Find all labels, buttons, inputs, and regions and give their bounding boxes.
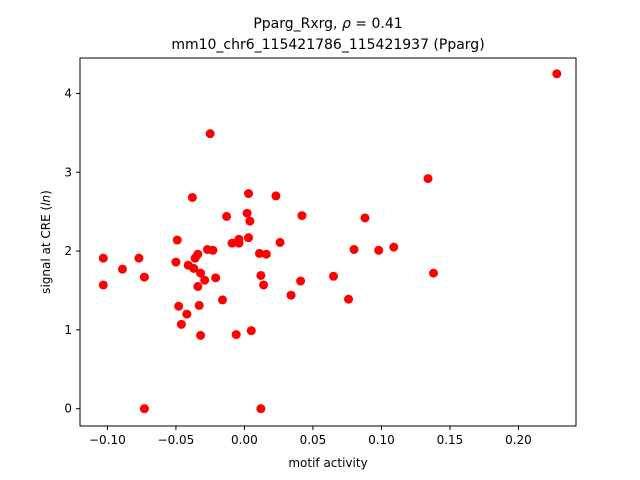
data-point (134, 253, 144, 263)
data-point (259, 280, 269, 290)
data-point (275, 237, 285, 247)
points-layer (98, 69, 562, 414)
data-point (171, 257, 181, 267)
y-tick-label: 2 (64, 244, 72, 258)
data-point (261, 249, 271, 259)
x-tick-label: 0.05 (300, 433, 327, 447)
y-label-prefix: signal at CRE ( (39, 206, 53, 294)
x-tick-label: 0.20 (505, 433, 532, 447)
x-tick-label: −0.10 (89, 433, 126, 447)
data-point (328, 271, 338, 281)
x-tick-label: 0.15 (437, 433, 464, 447)
data-point (98, 280, 108, 290)
x-tick-label: 0.00 (231, 433, 258, 447)
data-point (349, 244, 359, 254)
data-point (344, 294, 354, 304)
data-point (193, 249, 203, 259)
title-prefix: Pparg_Rxrg, (253, 16, 342, 32)
data-point (242, 208, 252, 218)
data-point (196, 268, 206, 278)
x-tick-label: −0.05 (158, 433, 195, 447)
chart-title-line2: mm10_chr6_115421786_115421937 (Pparg) (171, 37, 484, 53)
x-ticks: −0.10 −0.05 0.00 0.05 0.10 0.15 0.20 (89, 426, 532, 447)
y-ticks: 0 1 2 3 4 (64, 86, 80, 416)
data-point (360, 213, 370, 223)
data-point (429, 268, 439, 278)
data-point (296, 276, 306, 286)
y-tick-label: 1 (64, 323, 72, 337)
y-tick-label: 4 (64, 86, 72, 100)
data-point (256, 404, 266, 414)
data-point (423, 174, 433, 184)
data-point (271, 191, 281, 201)
data-point (187, 192, 197, 202)
data-point (139, 272, 149, 282)
data-point (176, 319, 186, 329)
data-point (254, 248, 264, 258)
chart-title-line1: Pparg_Rxrg, ρ = 0.41 (253, 16, 402, 32)
data-point (222, 211, 232, 221)
data-point (194, 300, 204, 310)
data-point (389, 242, 399, 252)
data-point (374, 245, 384, 255)
data-point (117, 264, 127, 274)
data-point (245, 216, 255, 226)
data-point (174, 301, 184, 311)
data-point (297, 211, 307, 221)
y-tick-label: 3 (64, 165, 72, 179)
title-rho: ρ (342, 16, 351, 32)
data-point (234, 238, 244, 248)
data-point (98, 253, 108, 263)
y-axis-label: signal at CRE (ln) (39, 190, 53, 294)
data-point (231, 330, 241, 340)
title-suffix: = 0.41 (351, 16, 403, 32)
data-point (217, 295, 227, 305)
data-point (139, 404, 149, 414)
data-point (256, 270, 266, 280)
y-label-italic: ln (39, 195, 53, 206)
data-point (211, 273, 221, 283)
x-tick-label: 0.10 (368, 433, 395, 447)
data-point (208, 245, 218, 255)
data-point (205, 129, 215, 139)
data-point (172, 235, 182, 245)
data-point (286, 290, 296, 300)
y-label-suffix: ) (39, 190, 53, 195)
data-point (189, 263, 199, 273)
data-point (244, 189, 254, 199)
x-axis-label: motif activity (288, 456, 367, 470)
data-point (200, 275, 210, 285)
y-tick-label: 0 (64, 402, 72, 416)
data-point (244, 233, 254, 243)
data-point (227, 238, 237, 248)
data-point (193, 282, 203, 292)
plot-frame (79, 57, 577, 427)
data-point (182, 309, 192, 319)
data-point (196, 330, 206, 340)
data-point (246, 326, 256, 336)
data-point (552, 69, 562, 79)
